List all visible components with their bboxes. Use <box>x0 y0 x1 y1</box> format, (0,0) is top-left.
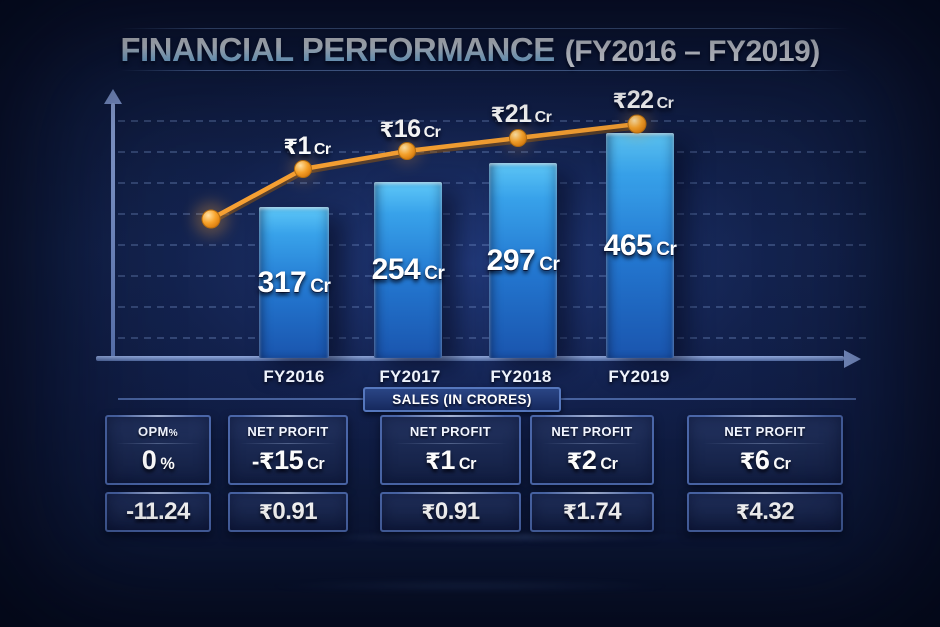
y-axis <box>111 103 115 358</box>
stat-card-label: NET PROFIT <box>724 424 806 439</box>
bar-fy2018: 297 Cr <box>486 163 560 358</box>
title-range: (FY2016 – FY2019) <box>564 35 820 68</box>
stat-card-secondary-fy2018: ₹1.74 <box>530 492 654 532</box>
title-main: FINANCIAL PERFORMANCE <box>120 31 555 68</box>
line-point-label: ₹21 Cr <box>490 100 552 128</box>
bar-fy2016: 317 Cr <box>257 207 331 358</box>
stat-card-secondary-value: ₹0.91 <box>258 498 318 525</box>
gridline <box>118 120 866 122</box>
stat-card-secondary-value: -11.24 <box>126 498 190 525</box>
stat-card-secondary-opm: -11.24 <box>105 492 211 532</box>
stat-card-secondary-fy2019: ₹4.32 <box>687 492 843 532</box>
badge-rule-right <box>560 398 856 400</box>
line-point-label: ₹1 Cr <box>283 132 331 160</box>
title-bottom-rule <box>120 70 850 71</box>
stat-card-label: NET PROFIT <box>551 424 633 439</box>
stat-card-value: ₹2 Cr <box>566 445 618 475</box>
stat-card-value: 0% <box>141 445 175 475</box>
stat-card-secondary-fy2016: ₹0.91 <box>228 492 348 532</box>
stat-card-secondary-value: ₹0.91 <box>421 498 480 525</box>
divider <box>542 443 642 444</box>
line-point-label: ₹16 Cr <box>379 115 441 143</box>
gridline <box>118 151 866 153</box>
bar-fy2019: 465 Cr <box>603 133 677 358</box>
stat-card-netprofit-fy2017: NET PROFIT ₹1 Cr <box>380 415 521 485</box>
bar-fy2017: 254 Cr <box>371 182 445 358</box>
x-label-fy2018: FY2018 <box>490 367 552 386</box>
divider <box>116 443 200 444</box>
stat-card-netprofit-fy2018: NET PROFIT ₹2 Cr <box>530 415 654 485</box>
y-axis-arrow-icon <box>104 89 122 104</box>
x-label-fy2017: FY2017 <box>379 367 441 386</box>
divider <box>240 443 336 444</box>
stat-card-value: ₹1 Cr <box>425 445 476 475</box>
page-title: FINANCIAL PERFORMANCE (FY2016 – FY2019) <box>0 31 940 69</box>
stat-card-value: -₹15 Cr <box>251 445 325 475</box>
axis-caption-badge: SALES (IN CRORES) <box>363 387 561 412</box>
divider <box>702 443 828 444</box>
x-axis <box>96 356 844 361</box>
ambient-glow <box>220 533 780 547</box>
ambient-glow <box>180 578 760 594</box>
x-label-fy2019: FY2019 <box>608 367 670 386</box>
stat-card-label: NET PROFIT <box>409 424 492 439</box>
stat-card-secondary-value: ₹4.32 <box>735 498 795 525</box>
stat-card-label: NET PROFIT <box>247 424 329 439</box>
stat-card-netprofit-fy2019: NET PROFIT ₹6 Cr <box>687 415 843 485</box>
stat-card-value: ₹6 Cr <box>739 445 791 475</box>
bar-value-label: 317 Cr <box>257 265 331 299</box>
stat-card-secondary-value: ₹1.74 <box>562 498 622 525</box>
x-label-fy2016: FY2016 <box>263 367 325 386</box>
title-top-rule <box>120 28 850 29</box>
bar-value-label: 297 Cr <box>486 243 560 277</box>
stat-card-opm: OPM% 0% <box>105 415 211 485</box>
stat-card-secondary-fy2017: ₹0.91 <box>380 492 521 532</box>
bar-value-label: 465 Cr <box>603 228 677 262</box>
stat-card-netprofit-fy2016: NET PROFIT -₹15 Cr <box>228 415 348 485</box>
badge-rule-left <box>118 398 364 400</box>
line-point-label: ₹22 Cr <box>612 86 674 114</box>
x-axis-arrow-icon <box>844 350 861 368</box>
bar-value-label: 254 Cr <box>371 253 445 286</box>
divider <box>394 443 507 444</box>
stat-card-label: OPM% <box>137 424 179 439</box>
